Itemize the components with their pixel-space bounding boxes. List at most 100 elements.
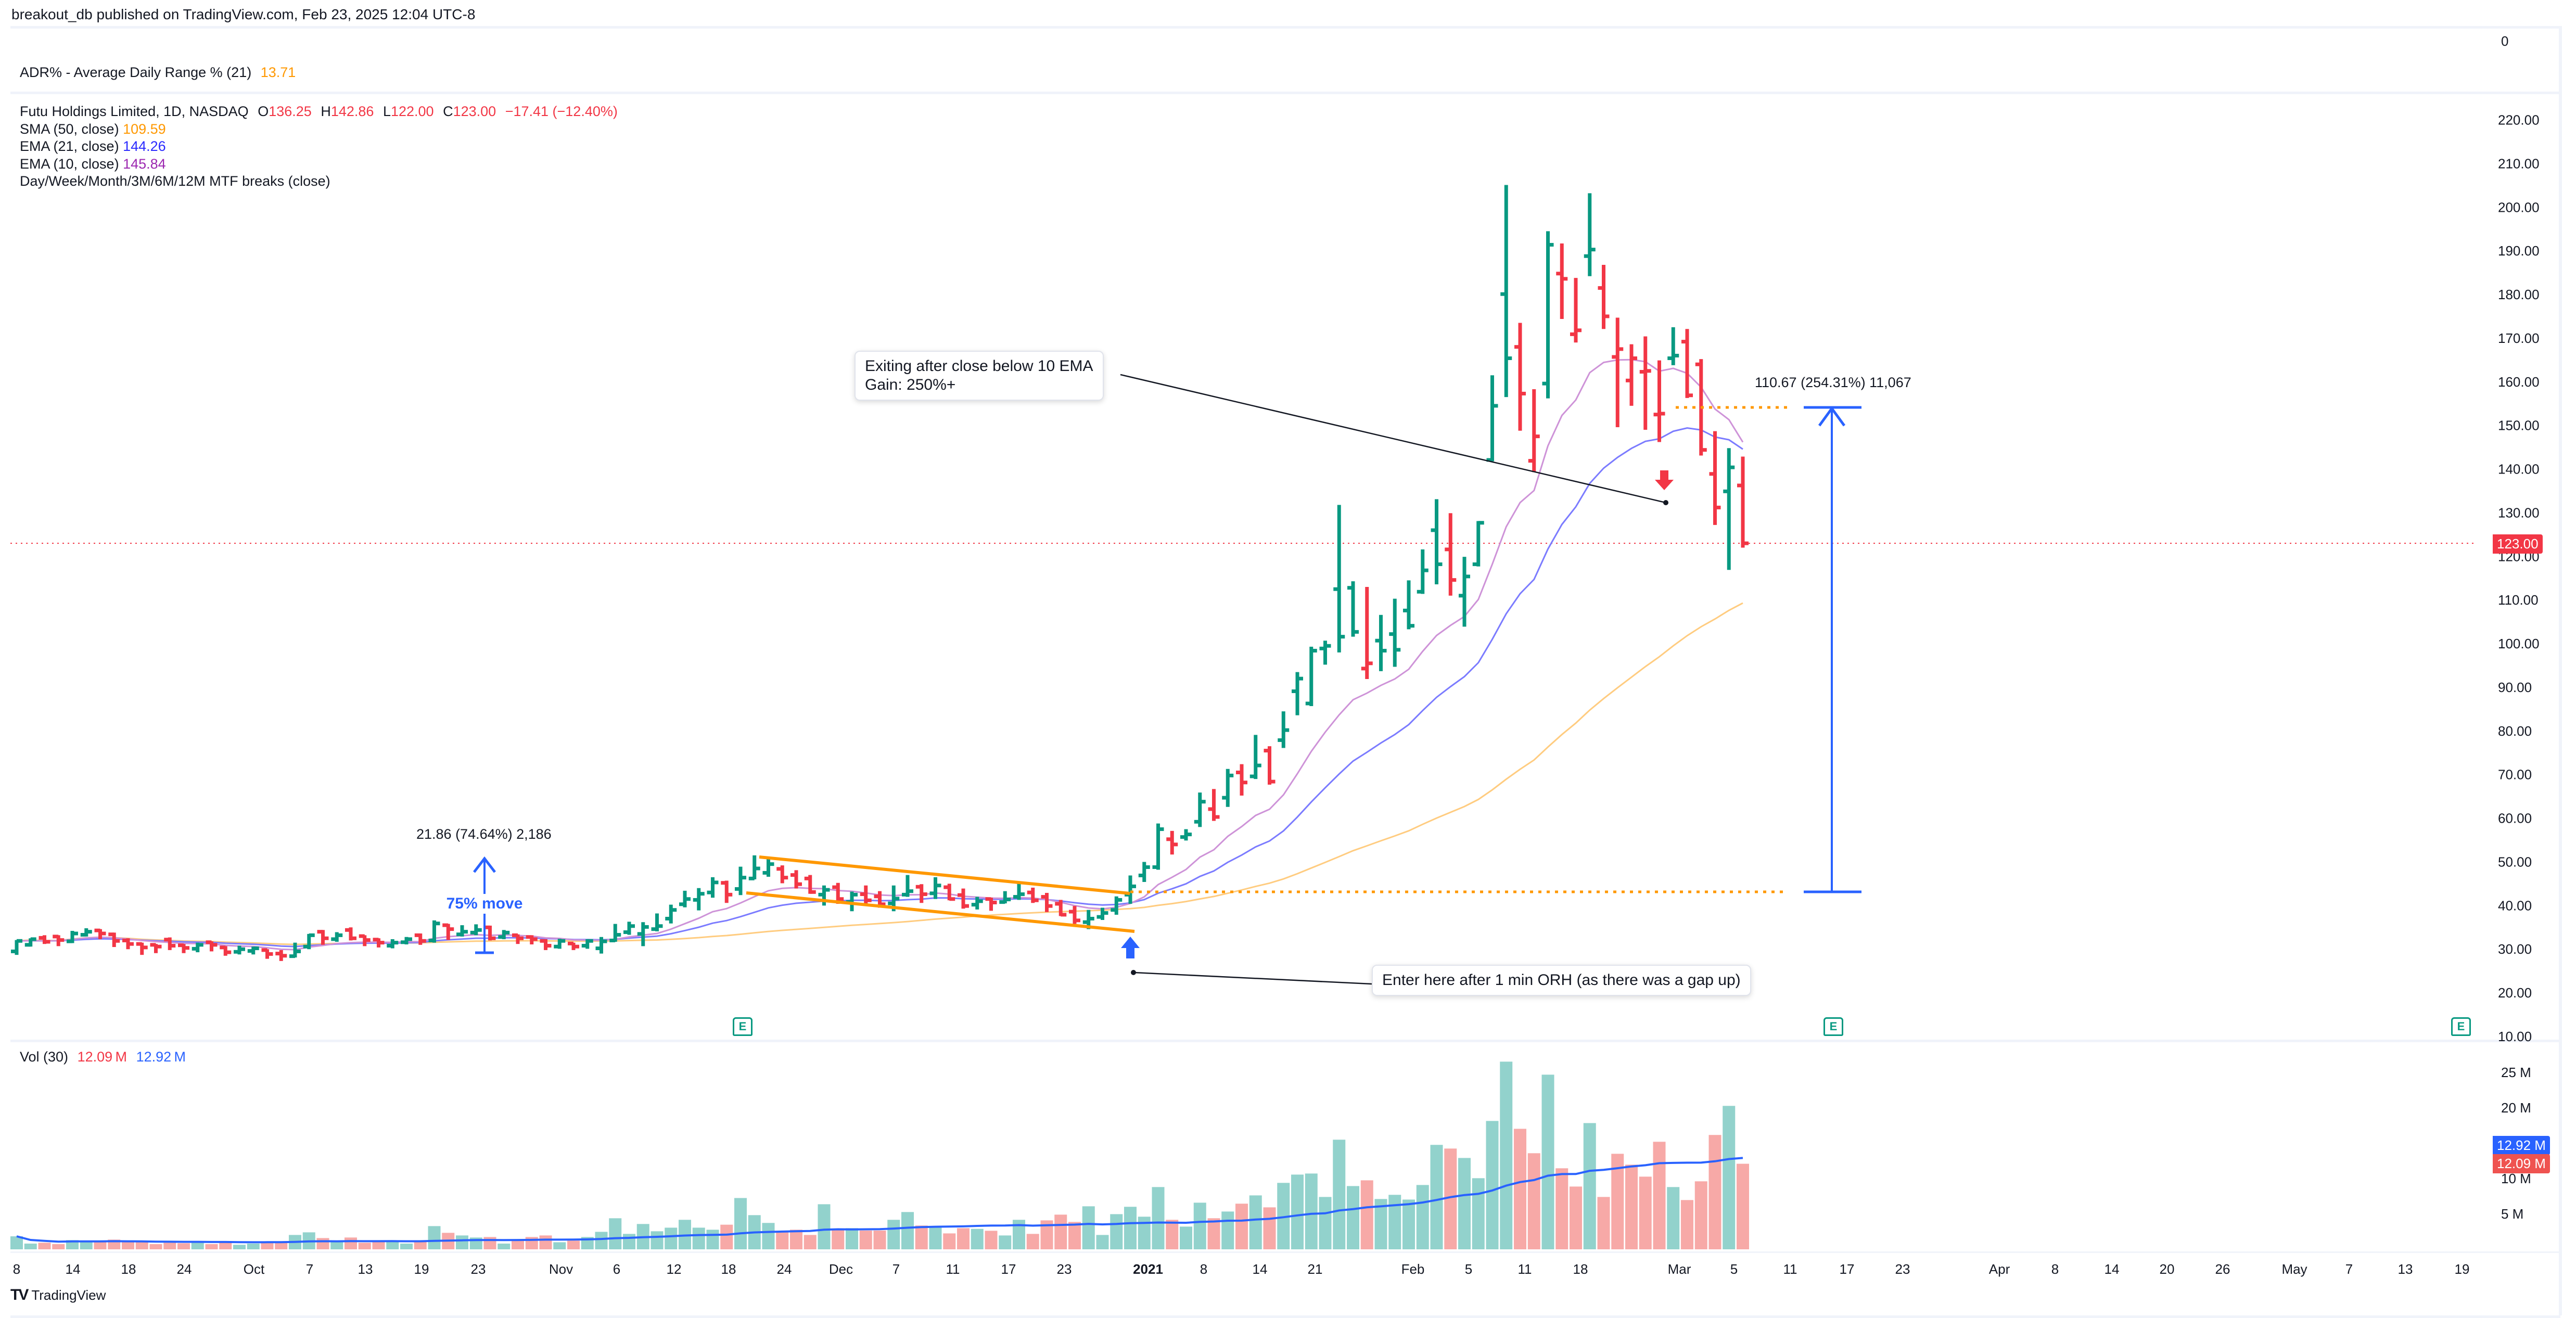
volume-bar bbox=[177, 1243, 190, 1249]
entry-arrow-icon bbox=[1121, 937, 1140, 958]
symbol-name: Futu Holdings Limited, 1D, NASDAQ bbox=[20, 104, 249, 119]
volume-bar bbox=[1110, 1214, 1123, 1249]
high-label: H bbox=[321, 104, 331, 119]
ema10-value: 145.84 bbox=[123, 156, 166, 172]
time-axis-label: 11 bbox=[1783, 1261, 1797, 1277]
volume-bar bbox=[1207, 1218, 1220, 1249]
volume-bar bbox=[456, 1235, 468, 1249]
big-measure-label: 110.67 (254.31%) 11,067 bbox=[1755, 375, 1911, 390]
volume-bar bbox=[400, 1243, 413, 1249]
volume-bar bbox=[1305, 1173, 1318, 1249]
time-axis-label: 2021 bbox=[1133, 1261, 1163, 1277]
volume-bar bbox=[1500, 1061, 1513, 1249]
volume-bar bbox=[1555, 1168, 1568, 1249]
volume-bar bbox=[386, 1240, 399, 1249]
time-axis-label: 19 bbox=[414, 1261, 429, 1277]
move-label[interactable]: 75% move bbox=[444, 894, 525, 914]
volume-legend[interactable]: Vol (30) 12.09 M 12.92 M bbox=[20, 1049, 186, 1065]
volume-bar bbox=[915, 1225, 928, 1249]
earnings-icon[interactable]: E bbox=[733, 1017, 753, 1036]
exit-callout[interactable]: Exiting after close below 10 EMA Gain: 2… bbox=[855, 351, 1104, 401]
volume-bar bbox=[345, 1237, 357, 1249]
ema10-label: EMA (10, close) bbox=[20, 156, 119, 172]
mtf-legend-row[interactable]: Day/Week/Month/3M/6M/12M MTF breaks (clo… bbox=[20, 173, 618, 190]
volume-bar bbox=[275, 1242, 288, 1249]
price-axis-label: 130.00 bbox=[2498, 505, 2540, 520]
time-axis-label: 20 bbox=[2160, 1261, 2175, 1277]
volume-bar bbox=[929, 1227, 942, 1249]
volume-bar bbox=[247, 1243, 260, 1249]
time-axis-label: 24 bbox=[177, 1261, 192, 1277]
price-axis-label: 50.00 bbox=[2498, 854, 2532, 869]
main-pane-top-border bbox=[10, 92, 2560, 94]
volume-bar bbox=[1193, 1202, 1206, 1249]
volume-bar bbox=[1388, 1195, 1401, 1249]
volume-bar bbox=[539, 1235, 552, 1249]
price-axis-label: 100.00 bbox=[2498, 636, 2540, 651]
low-label: L bbox=[382, 104, 391, 119]
time-axis-label: 26 bbox=[2215, 1261, 2230, 1277]
time-axis-label: 11 bbox=[1518, 1261, 1532, 1277]
volume-bar bbox=[38, 1243, 51, 1249]
adr-value: 13.71 bbox=[260, 65, 296, 80]
ema10-legend-row[interactable]: EMA (10, close) 145.84 bbox=[20, 156, 618, 173]
time-axis-label: 18 bbox=[1573, 1261, 1588, 1277]
volume-axis-label: 5 M bbox=[2501, 1206, 2523, 1222]
entry-callout[interactable]: Enter here after 1 min ORH (as there was… bbox=[1372, 965, 1751, 996]
volume-bar bbox=[595, 1232, 608, 1249]
volume-bar bbox=[1360, 1180, 1373, 1249]
close-label: C bbox=[443, 104, 453, 119]
volume-bar bbox=[651, 1231, 664, 1249]
open-value: 136.25 bbox=[269, 104, 312, 119]
volume-pane-top-border bbox=[10, 1040, 2560, 1042]
volume-bar bbox=[358, 1243, 371, 1249]
time-axis-label: 8 bbox=[1200, 1261, 1207, 1277]
price-axis-label: 220.00 bbox=[2498, 112, 2540, 128]
volume-bar bbox=[1597, 1197, 1610, 1249]
main-legend: Futu Holdings Limited, 1D, NASDAQ O136.2… bbox=[20, 103, 618, 190]
time-axis-label: 11 bbox=[946, 1261, 960, 1277]
volume-bar bbox=[261, 1242, 274, 1249]
volume-bar bbox=[762, 1223, 775, 1249]
flag-upper-trendline bbox=[759, 855, 1130, 895]
volume-ma-value: 12.92 M bbox=[136, 1049, 186, 1065]
exit-callout-leader bbox=[1120, 374, 1666, 504]
ema21-legend-row[interactable]: EMA (21, close) 144.26 bbox=[20, 138, 618, 156]
time-axis-top-border bbox=[10, 1251, 2560, 1253]
sma50-value: 109.59 bbox=[123, 121, 166, 137]
entry-callout-anchor bbox=[1131, 970, 1136, 975]
volume-bar bbox=[205, 1244, 218, 1249]
earnings-icon[interactable]: E bbox=[1823, 1017, 1843, 1036]
sma50-label: SMA (50, close) bbox=[20, 121, 119, 137]
drawings[interactable] bbox=[473, 374, 1861, 985]
adr-axis-value: 0 bbox=[2501, 33, 2509, 49]
volume-bar bbox=[1249, 1195, 1262, 1249]
price-axis-label: 60.00 bbox=[2498, 811, 2532, 826]
volume-bar bbox=[1541, 1074, 1554, 1249]
sma50-legend-row[interactable]: SMA (50, close) 109.59 bbox=[20, 121, 618, 138]
volume-bar bbox=[1152, 1187, 1165, 1249]
volume-bar bbox=[1235, 1204, 1248, 1249]
time-axis-label: Apr bbox=[1989, 1261, 2010, 1277]
volume-bar bbox=[483, 1237, 496, 1249]
volume-bar bbox=[1486, 1121, 1499, 1249]
moving-averages bbox=[16, 359, 1744, 951]
volume-bar bbox=[1402, 1199, 1415, 1249]
earnings-icon[interactable]: E bbox=[2451, 1017, 2471, 1036]
price-axis-label: 10.00 bbox=[2498, 1029, 2532, 1044]
adr-indicator-legend[interactable]: ADR% - Average Daily Range % (21) 13.71 bbox=[20, 65, 296, 81]
symbol-legend-row[interactable]: Futu Holdings Limited, 1D, NASDAQ O136.2… bbox=[20, 103, 618, 121]
price-axis-label: 170.00 bbox=[2498, 330, 2540, 346]
tradingview-logo[interactable]: TV TradingView bbox=[10, 1286, 106, 1304]
sma50-line bbox=[16, 602, 1743, 945]
volume-bar bbox=[1319, 1197, 1332, 1249]
volume-ma-tag: 12.92 M bbox=[2493, 1136, 2550, 1155]
price-axis-label: 200.00 bbox=[2498, 199, 2540, 215]
volume-bar bbox=[1708, 1135, 1721, 1249]
volume-bar bbox=[316, 1238, 329, 1249]
time-axis-label: Oct bbox=[244, 1261, 265, 1277]
time-axis-label: May bbox=[2281, 1261, 2307, 1277]
price-axis-label: 30.00 bbox=[2498, 941, 2532, 957]
price-axis-label: 190.00 bbox=[2498, 243, 2540, 259]
